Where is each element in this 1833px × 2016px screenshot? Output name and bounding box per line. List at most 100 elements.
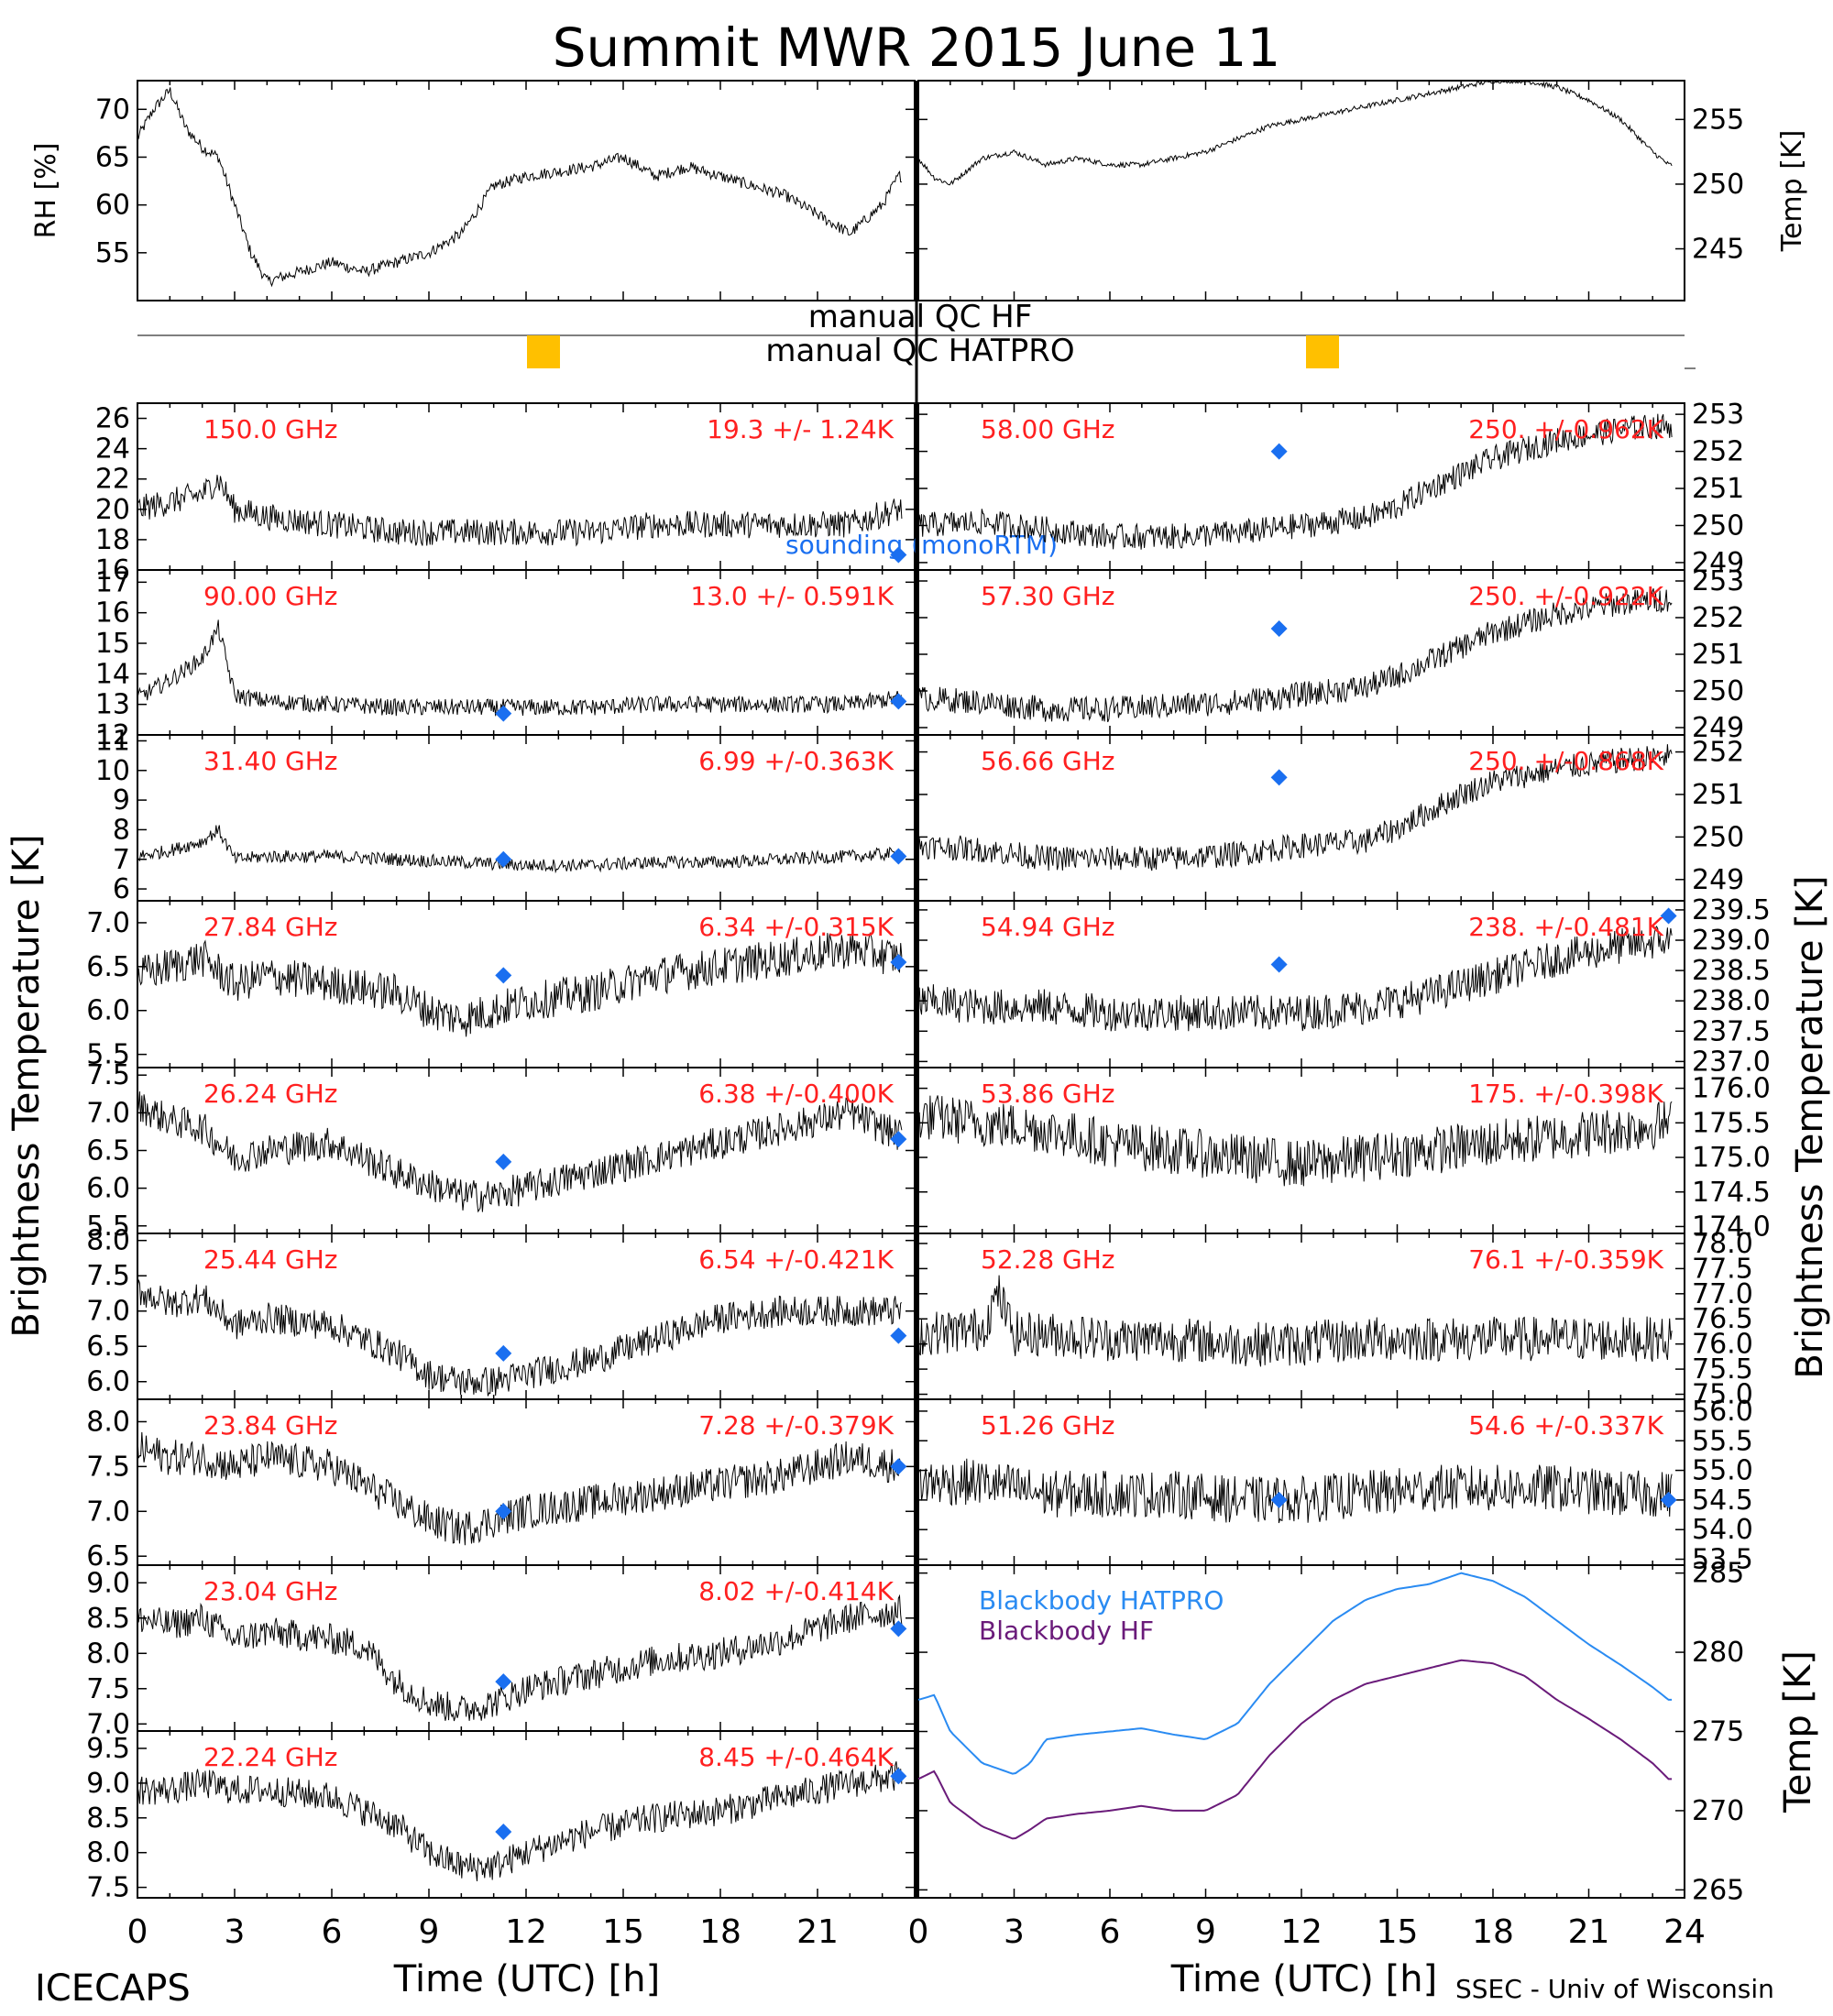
panel-26-24-GHz-ytick-label: 7.5 — [86, 1059, 130, 1091]
panel-90-00-GHz-sounding-point — [890, 693, 907, 710]
panel-31-40-GHz-sounding-point — [890, 848, 907, 865]
blackbody-panel-ytick-label: 275 — [1692, 1716, 1744, 1748]
panel-51-26-GHz-ytick-label: 53.5 — [1692, 1544, 1753, 1576]
panel-27-84-GHz-channel-label: 27.84 GHz — [203, 912, 338, 942]
panel-51-26-GHz-stats-label: 54.6 +/-0.337K — [1468, 1410, 1663, 1441]
panel-90-00-GHz-stats-label: 13.0 +/- 0.591K — [690, 581, 894, 611]
panel-150-0-GHz-ytick-label: 26 — [95, 403, 130, 435]
x-tick-label-left: 0 — [127, 1913, 148, 1951]
panel-52-28-GHz-stats-label: 76.1 +/-0.359K — [1468, 1244, 1663, 1275]
panel-31-40-GHz-channel-label: 31.40 GHz — [203, 746, 338, 776]
panel-53-86-GHz-ytick-label: 175.5 — [1692, 1107, 1771, 1139]
panel-23-84-GHz-stats-label: 7.28 +/-0.379K — [698, 1410, 894, 1441]
panel-52-28-GHz-series — [917, 1275, 1673, 1367]
panel-26-24-GHz-ytick-label: 7.0 — [86, 1097, 130, 1129]
panel-52-28-GHz-ytick-label: 76.0 — [1692, 1329, 1753, 1361]
panel-51-26-GHz-sounding-point — [1270, 1491, 1288, 1508]
panel-31-40-GHz-ytick-label: 10 — [95, 755, 130, 787]
qc-label-hf: manual QC HF — [808, 299, 1033, 335]
panel-90-00-GHz-ytick-label: 16 — [95, 597, 130, 630]
panel-23-84-GHz-channel-label: 23.84 GHz — [203, 1410, 338, 1441]
panel-90-00-GHz-ytick-label: 17 — [95, 566, 130, 598]
panel-90-00-GHz-ytick-label: 15 — [95, 628, 130, 660]
panel-57-30-GHz-ytick-label: 252 — [1692, 602, 1744, 634]
panel-25-44-GHz-sounding-point — [495, 1344, 512, 1362]
panel-90-00-GHz-series — [137, 619, 903, 717]
panel-90-00-GHz-sounding-point — [495, 705, 512, 722]
qc-flag-hf — [527, 335, 560, 368]
qc-label-hatpro: manual QC HATPRO — [765, 333, 1074, 369]
panel-25-44-GHz-ytick-label: 7.5 — [86, 1260, 130, 1292]
panel-25-44-GHz-sounding-point — [890, 1327, 907, 1344]
panel-51-26-GHz-series — [917, 1458, 1673, 1524]
x-tick-label-right: 24 — [1663, 1913, 1706, 1951]
panel-58-00-GHz-ytick-label: 249 — [1692, 547, 1744, 579]
temp-panel-ytick-label: 255 — [1692, 104, 1744, 136]
panel-57-30-GHz-series — [917, 588, 1673, 723]
panel-23-04-GHz-ytick-label: 7.5 — [86, 1673, 130, 1705]
panel-51-26-GHz-ytick-label: 54.0 — [1692, 1514, 1753, 1546]
panel-26-24-GHz-ytick-label: 5.5 — [86, 1211, 130, 1243]
panel-53-86-GHz-ytick-label: 174.0 — [1692, 1211, 1771, 1243]
panel-25-44-GHz-ytick-label: 6.5 — [86, 1331, 130, 1363]
panel-52-28-GHz-ytick-label: 75.5 — [1692, 1353, 1753, 1386]
panel-56-66-GHz-ytick-label: 249 — [1692, 864, 1744, 896]
panel-22-24-GHz-ytick-label: 7.5 — [86, 1872, 130, 1904]
panel-25-44-GHz-ytick-label: 7.0 — [86, 1296, 130, 1328]
panel-150-0-GHz-ytick-label: 18 — [95, 524, 130, 556]
panel-31-40-GHz-ytick-label: 6 — [113, 873, 130, 905]
panel-58-00-GHz-channel-label: 58.00 GHz — [981, 414, 1115, 444]
panel-51-26-GHz-channel-label: 51.26 GHz — [981, 1410, 1115, 1441]
x-tick-label-right: 9 — [1195, 1913, 1216, 1951]
panel-90-00-GHz-ytick-label: 13 — [95, 689, 130, 721]
panel-51-26-GHz-ytick-label: 55.0 — [1692, 1455, 1753, 1487]
panel-150-0-GHz-stats-label: 19.3 +/- 1.24K — [707, 414, 894, 444]
panel-23-84-GHz-ytick-label: 7.5 — [86, 1451, 130, 1483]
x-tick-label-left: 15 — [602, 1913, 644, 1951]
x-tick-label-left: 21 — [796, 1913, 839, 1951]
rh-panel-ytick-label: 70 — [95, 93, 130, 126]
x-tick-label-right: 21 — [1568, 1913, 1610, 1951]
blackbody-panel-ytick-label: 280 — [1692, 1637, 1744, 1669]
panel-26-24-GHz-ytick-label: 6.5 — [86, 1135, 130, 1167]
panel-23-84-GHz-sounding-point — [495, 1503, 512, 1520]
panel-27-84-GHz-ytick-label: 5.5 — [86, 1039, 130, 1071]
x-tick-label-right: 6 — [1100, 1913, 1121, 1951]
panel-90-00-GHz-ytick-label: 14 — [95, 658, 130, 690]
panel-52-28-GHz-ytick-label: 77.0 — [1692, 1278, 1753, 1310]
x-tick-label-left: 6 — [322, 1913, 343, 1951]
panel-22-24-GHz-series — [137, 1761, 903, 1881]
x-tick-label-left: 18 — [699, 1913, 741, 1951]
panel-31-40-GHz-sounding-point — [495, 850, 512, 868]
footer-right: SSEC - Univ of Wisconsin — [1455, 1974, 1774, 2004]
temp-panel-ytick-label: 250 — [1692, 169, 1744, 201]
panel-56-66-GHz-channel-label: 56.66 GHz — [981, 746, 1115, 776]
panel-27-84-GHz-sounding-point — [890, 954, 907, 971]
x-tick-label-right: 0 — [908, 1913, 929, 1951]
panel-52-28-GHz-ytick-label: 76.5 — [1692, 1303, 1753, 1335]
panel-56-66-GHz-ytick-label: 252 — [1692, 737, 1744, 769]
rh-panel-frame — [137, 80, 916, 301]
panel-57-30-GHz-stats-label: 250. +/-0.922K — [1468, 581, 1663, 611]
panel-54-94-GHz-ytick-label: 238.5 — [1692, 955, 1771, 987]
x-tick-label-right: 15 — [1377, 1913, 1419, 1951]
panel-22-24-GHz-stats-label: 8.45 +/-0.464K — [698, 1742, 894, 1772]
panel-54-94-GHz-ytick-label: 238.0 — [1692, 985, 1771, 1017]
temp-panel-series — [917, 80, 1673, 186]
panel-27-84-GHz-sounding-point — [495, 967, 512, 984]
panel-58-00-GHz-sounding-point — [1270, 443, 1288, 460]
panel-53-86-GHz-ytick-label: 174.5 — [1692, 1177, 1771, 1209]
blackbody-panel-ytick-label: 285 — [1692, 1558, 1744, 1590]
panel-26-24-GHz-channel-label: 26.24 GHz — [203, 1079, 338, 1109]
panel-56-66-GHz-ytick-label: 250 — [1692, 821, 1744, 853]
panel-150-0-GHz-channel-label: 150.0 GHz — [203, 414, 338, 444]
panel-57-30-GHz-ytick-label: 249 — [1692, 712, 1744, 744]
panel-27-84-GHz-stats-label: 6.34 +/-0.315K — [698, 912, 894, 942]
panel-26-24-GHz-sounding-point — [495, 1153, 512, 1170]
panel-150-0-GHz-ytick-label: 24 — [95, 433, 130, 466]
panel-31-40-GHz-ytick-label: 9 — [113, 784, 130, 816]
panel-52-28-GHz-ytick-label: 78.0 — [1692, 1228, 1753, 1260]
panel-22-24-GHz-sounding-point — [495, 1823, 512, 1840]
panel-56-66-GHz-series — [917, 744, 1673, 871]
